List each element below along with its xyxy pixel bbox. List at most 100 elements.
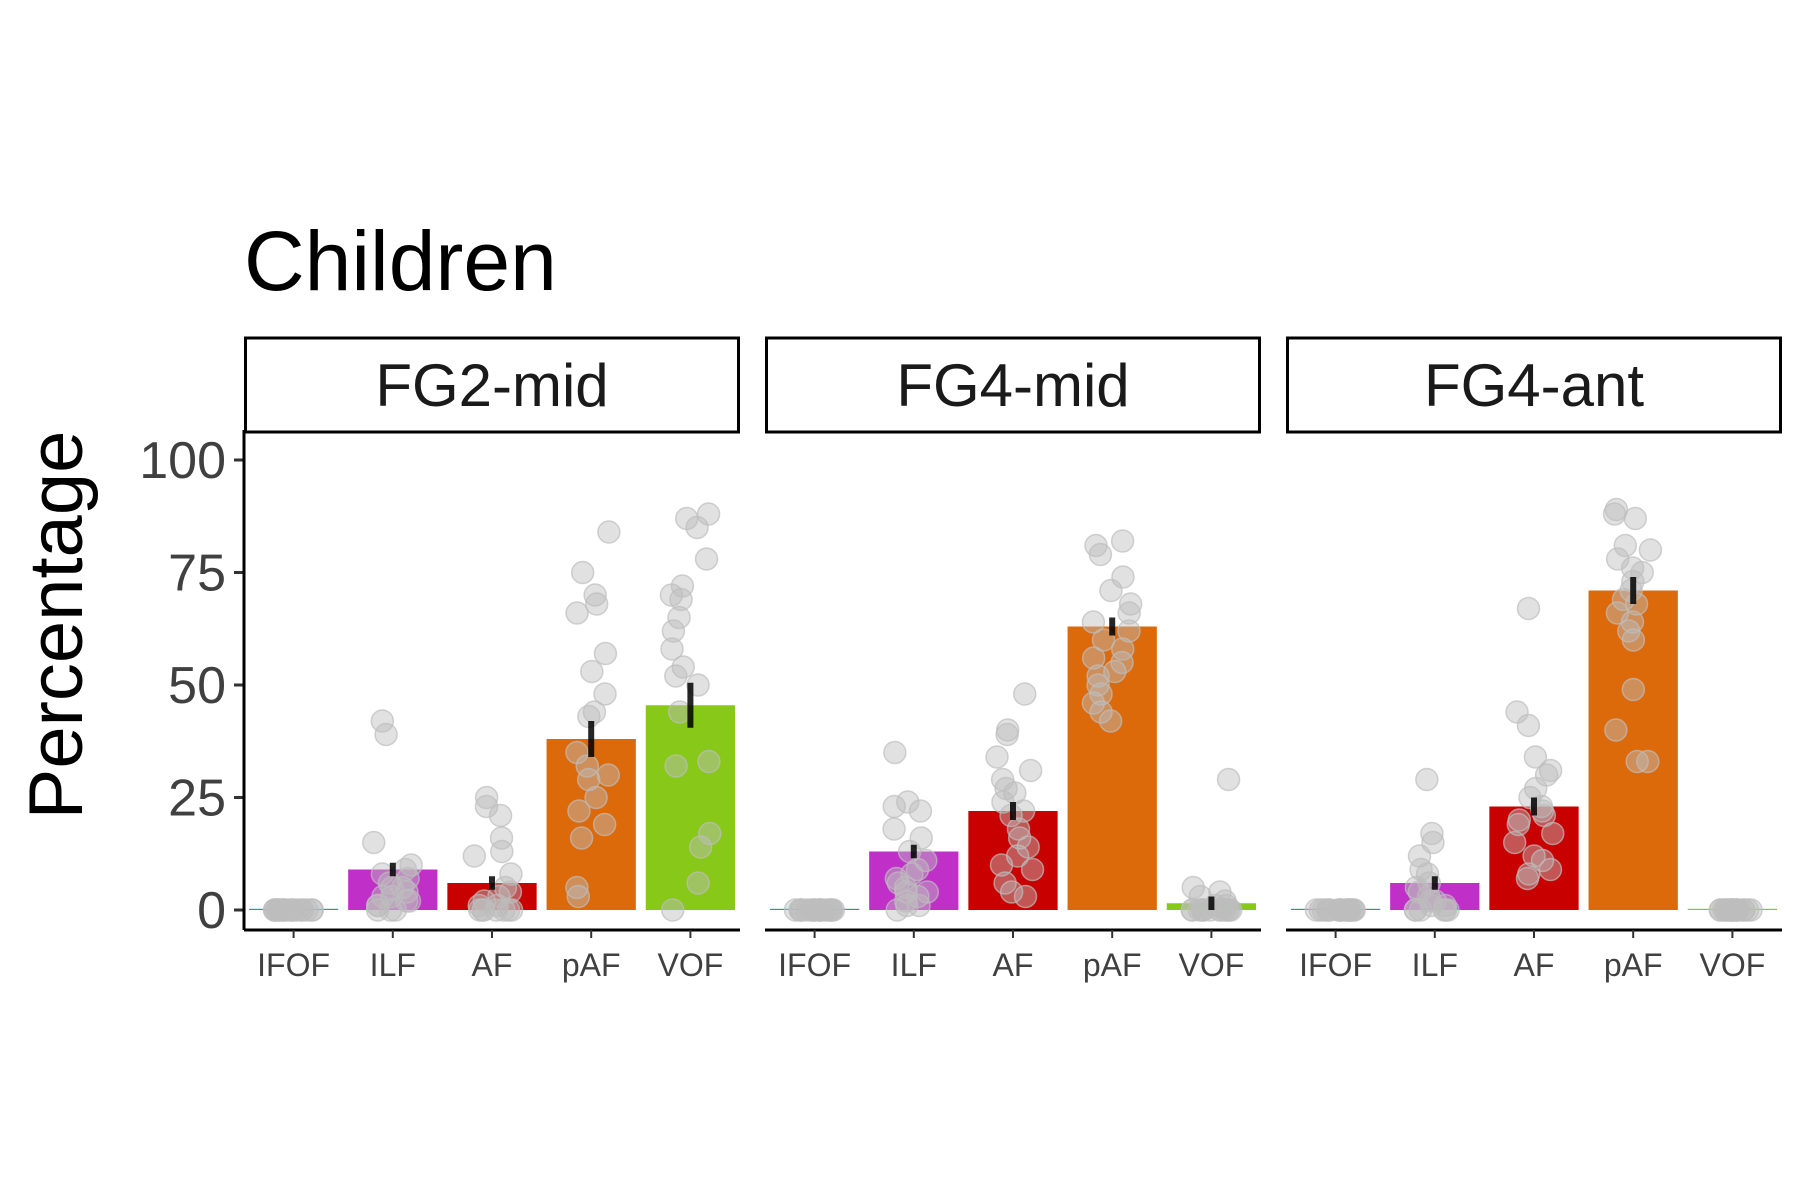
data-point — [566, 884, 591, 909]
data-point — [1180, 898, 1205, 922]
data-point — [985, 745, 1009, 769]
data-point — [1605, 601, 1630, 625]
data-point — [669, 587, 693, 612]
data-point — [374, 722, 398, 747]
data-point — [584, 592, 609, 616]
data-point — [1089, 682, 1113, 706]
data-point — [698, 821, 722, 846]
data-point — [268, 898, 292, 922]
bar-IFOF — [769, 908, 860, 910]
y-axis-label: Percentage — [14, 431, 99, 820]
data-point — [596, 763, 621, 787]
data-point — [565, 875, 589, 900]
data-point — [488, 803, 513, 828]
data-point — [883, 740, 907, 765]
data-point — [896, 790, 920, 814]
data-point — [1415, 767, 1439, 792]
x-tick-label: pAF — [1083, 947, 1142, 983]
data-point — [565, 601, 589, 625]
data-point — [1515, 866, 1540, 891]
data-point — [468, 898, 492, 922]
data-point — [1329, 898, 1353, 922]
data-point — [882, 817, 906, 841]
plot-layer: 0 25 50 75 100 FG2-mid IFOF ILF AF pAF VOF FG4-mid I… — [139, 336, 1782, 983]
data-point — [462, 844, 487, 868]
facet-strip — [765, 336, 1261, 434]
data-point — [1621, 628, 1646, 652]
facet-panel-FG4-mid: FG4-mid IFOF ILF AF pAF VOF — [765, 336, 1261, 983]
data-point — [474, 785, 499, 810]
data-point — [1187, 898, 1212, 922]
data-point — [1006, 817, 1031, 841]
y-tick-label: 25 — [168, 770, 226, 828]
data-point — [1613, 533, 1638, 558]
data-point — [597, 520, 621, 544]
data-point — [1117, 619, 1141, 643]
data-point — [697, 749, 721, 774]
data-point — [1516, 713, 1541, 738]
data-point — [1088, 542, 1113, 567]
facet-panel-FG4-ant: FG4-ant IFOF ILF AF pAF VOF — [1286, 336, 1782, 983]
data-point — [685, 515, 709, 540]
data-point — [484, 898, 508, 922]
data-point — [1315, 898, 1340, 922]
data-point — [576, 767, 601, 792]
bar-pAF — [1067, 626, 1157, 910]
facet-strip-label: FG4-mid — [896, 352, 1129, 419]
x-tick-label: VOF — [658, 947, 724, 983]
x-tick-label: IFOF — [1299, 947, 1372, 983]
x-tick-label: IFOF — [257, 947, 330, 983]
data-point — [1713, 898, 1738, 922]
data-point — [1605, 547, 1630, 571]
bar-pAF — [546, 739, 636, 910]
data-point — [667, 700, 692, 724]
x-tick-label: AF — [472, 947, 513, 983]
data-point — [1420, 821, 1444, 846]
data-point — [1335, 898, 1359, 922]
data-point — [1708, 898, 1733, 922]
data-point — [900, 862, 924, 886]
data-point — [909, 826, 933, 850]
data-point — [661, 619, 686, 643]
data-point — [1523, 745, 1548, 769]
data-point — [289, 898, 314, 922]
x-tick-label: ILF — [370, 947, 416, 983]
data-point — [660, 637, 684, 661]
data-point — [1081, 610, 1106, 634]
x-tick-label: ILF — [1412, 947, 1458, 983]
data-point — [664, 664, 688, 688]
data-point — [1117, 601, 1141, 625]
data-point — [667, 605, 691, 630]
data-point — [1098, 709, 1123, 733]
facet-strip — [244, 336, 740, 434]
data-point — [1630, 560, 1654, 585]
data-point — [1086, 664, 1110, 688]
data-point — [584, 785, 608, 810]
y-tick-label: 100 — [139, 432, 226, 490]
facet-strip-label: FG2-mid — [375, 352, 608, 419]
data-point — [1099, 578, 1123, 603]
data-point — [362, 830, 386, 855]
data-point — [1012, 682, 1037, 706]
data-point — [664, 754, 688, 778]
data-point — [1538, 857, 1563, 882]
x-tick-label: VOF — [1700, 947, 1766, 983]
data-point — [496, 898, 521, 922]
data-point — [694, 547, 719, 571]
data-point — [489, 826, 514, 850]
chart-title: Children — [244, 214, 557, 308]
y-tick-label: 0 — [197, 882, 226, 940]
data-point — [989, 853, 1014, 877]
data-point — [592, 812, 617, 837]
data-point — [262, 898, 287, 922]
data-point — [1408, 898, 1433, 922]
y-tick-label: 75 — [168, 545, 226, 603]
x-tick-label: IFOF — [778, 947, 851, 983]
data-point — [907, 893, 931, 918]
data-point — [1110, 637, 1135, 661]
data-point — [593, 641, 618, 666]
data-point — [1506, 812, 1531, 837]
y-tick-label: 50 — [168, 657, 226, 715]
data-point — [1604, 718, 1628, 742]
